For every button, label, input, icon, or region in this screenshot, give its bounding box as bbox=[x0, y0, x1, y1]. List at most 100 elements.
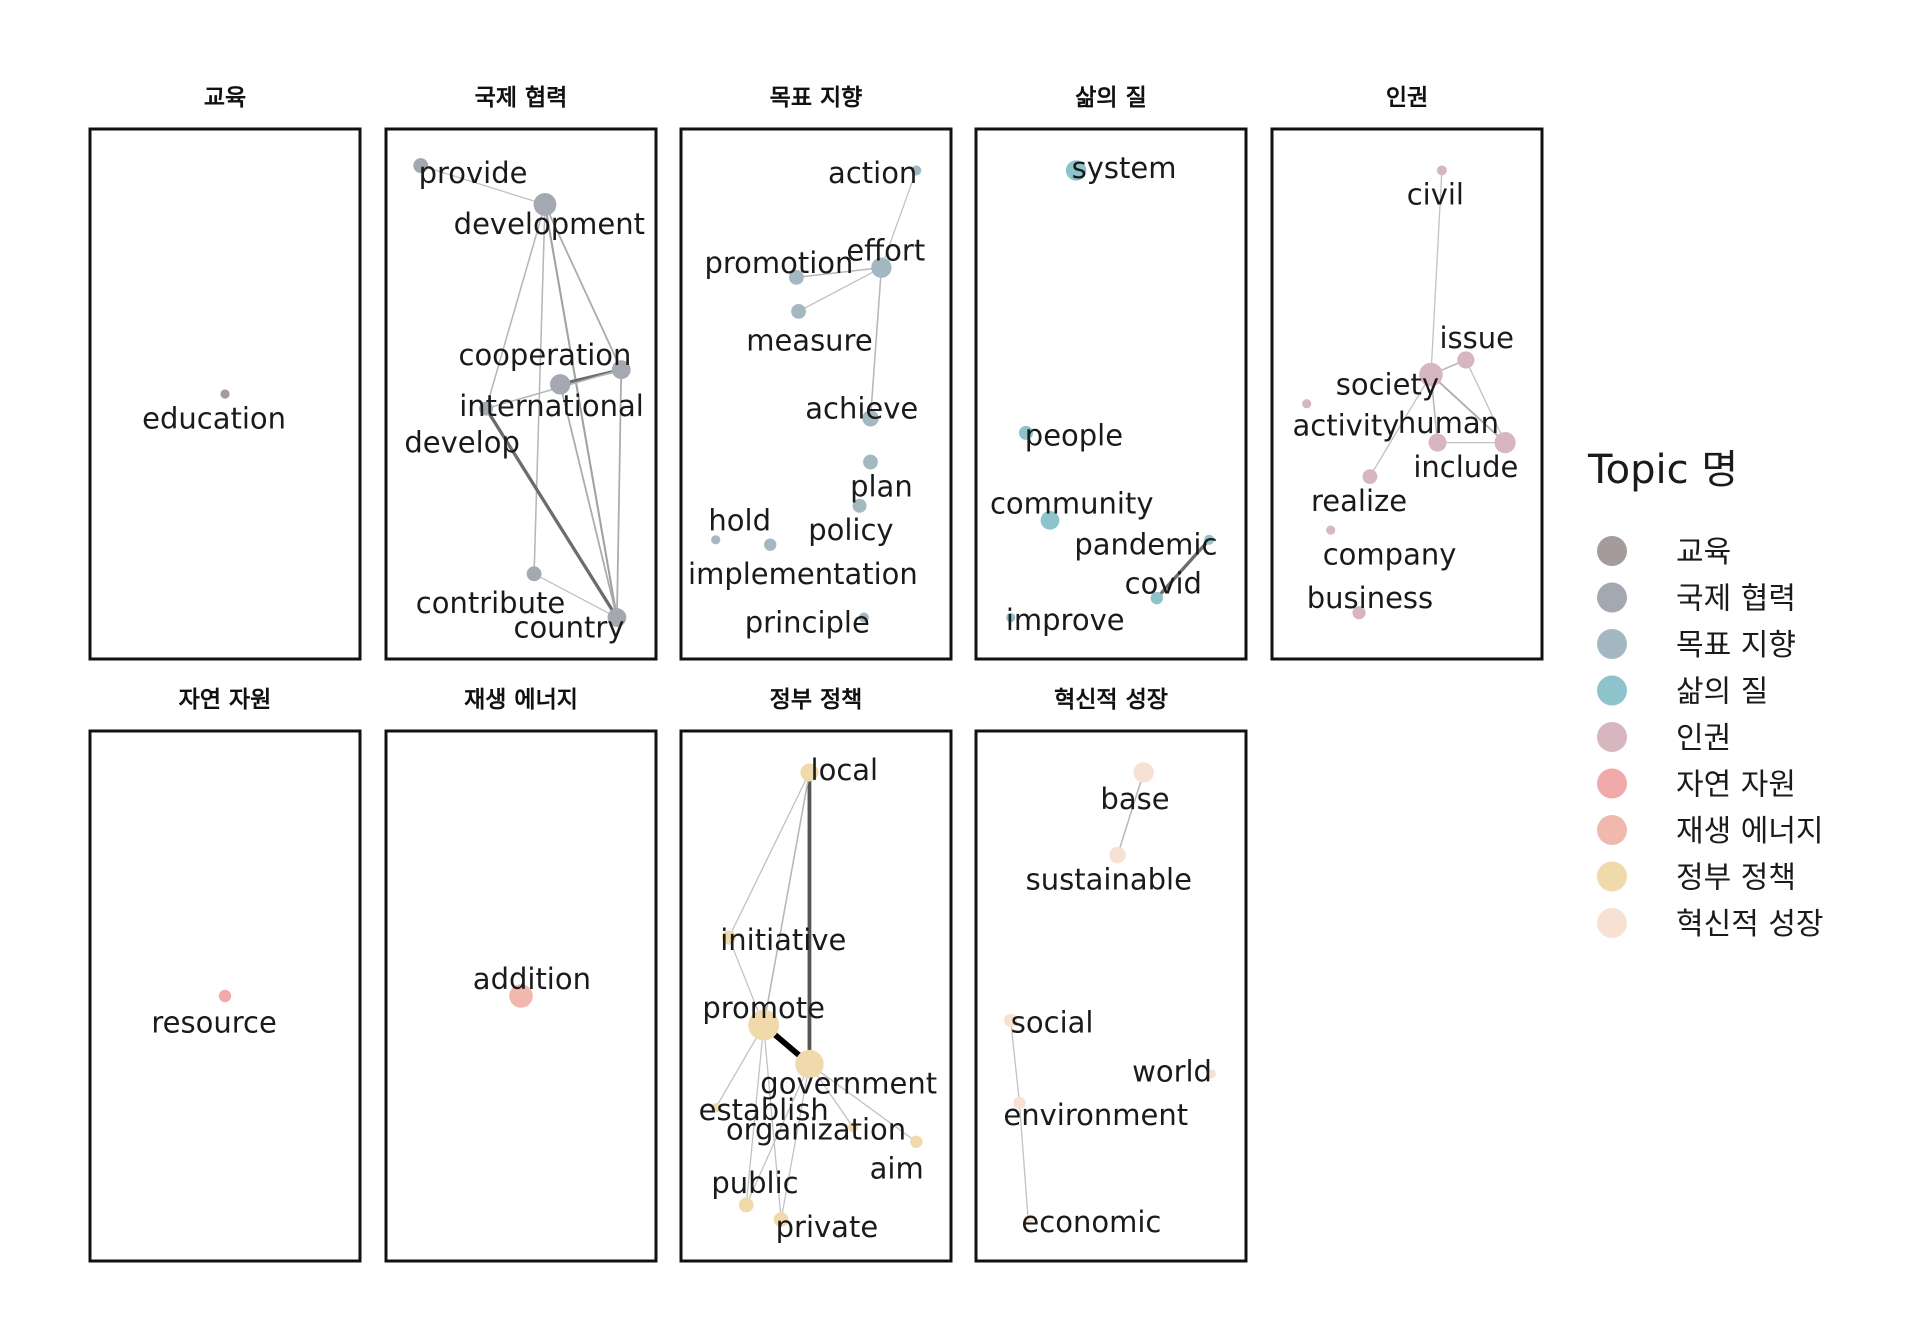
legend-label: 재생 에너지 bbox=[1676, 814, 1824, 849]
panel-4: 삶의 질 system people community pandemic covidim… bbox=[974, 85, 1248, 661]
node-label-world: world bbox=[1132, 1054, 1212, 1088]
node-private bbox=[773, 1212, 789, 1227]
node-label-public: public bbox=[711, 1166, 798, 1200]
node-company bbox=[1326, 525, 1336, 535]
node-label-sustainable: sustainable bbox=[1026, 862, 1192, 896]
edge-promote-private bbox=[763, 1025, 782, 1220]
edge-effort-promotion bbox=[796, 266, 882, 279]
legend-label: 국제 협력 bbox=[1676, 582, 1796, 617]
legend-swatch bbox=[1597, 536, 1627, 566]
node-label-environment: environment bbox=[1003, 1098, 1188, 1132]
panel-frame bbox=[384, 729, 658, 1263]
node-improve bbox=[1006, 612, 1016, 623]
node-establish bbox=[711, 1103, 721, 1113]
label-group: local initiative promote governmentestablis… bbox=[699, 753, 937, 1244]
node-economic bbox=[1023, 1214, 1033, 1225]
node-contribute bbox=[526, 566, 542, 582]
edge-development-provide bbox=[420, 164, 546, 206]
node-label-develop: develop bbox=[404, 426, 519, 460]
legend-swatch bbox=[1597, 629, 1627, 659]
node-initiative bbox=[721, 930, 736, 945]
node-group bbox=[1004, 762, 1216, 1225]
legend-swatch bbox=[1597, 861, 1627, 892]
panel-frame bbox=[974, 127, 1248, 661]
node-label-principle: principle bbox=[745, 605, 870, 639]
legend-label: 정부 정책 bbox=[1676, 861, 1796, 896]
edge-group bbox=[796, 170, 917, 419]
panel-title: 삶의 질 bbox=[1075, 85, 1147, 111]
node-label-achieve: achieve bbox=[805, 392, 918, 426]
node-group bbox=[1006, 160, 1215, 623]
legend-item: 정부 정책 bbox=[1597, 861, 1796, 896]
edge-group bbox=[1010, 772, 1145, 1220]
edge-promote-public bbox=[745, 1025, 765, 1206]
legend-swatch bbox=[1597, 768, 1627, 799]
node-label-pandemic: pandemic bbox=[1074, 528, 1217, 562]
node-government bbox=[795, 1049, 824, 1079]
edge-local-initiative bbox=[728, 772, 811, 938]
legend-label: 자연 자원 bbox=[1676, 768, 1796, 803]
node-label-people: people bbox=[1025, 418, 1123, 452]
node-civil bbox=[1436, 165, 1447, 176]
node-action bbox=[911, 165, 922, 176]
edge-pandemic-covid bbox=[1155, 538, 1211, 600]
node-promote bbox=[748, 1009, 780, 1041]
panel-frame bbox=[974, 729, 1248, 1263]
label-group: base sustainable social world environment eco… bbox=[1003, 782, 1212, 1239]
node-label-education: education bbox=[142, 401, 286, 435]
legend-item: 교육 bbox=[1597, 535, 1731, 570]
node-label-include: include bbox=[1413, 450, 1518, 484]
node-label-promotion: promotion bbox=[704, 246, 853, 280]
node-label-effort: effort bbox=[846, 234, 925, 268]
node-policy bbox=[852, 498, 867, 513]
node-effort bbox=[871, 257, 892, 278]
node-addition bbox=[509, 984, 533, 1008]
edge-effort-measure bbox=[798, 267, 882, 312]
node-label-policy: policy bbox=[808, 513, 893, 547]
edge-promote-initiative bbox=[728, 937, 765, 1026]
panel-frame bbox=[88, 729, 362, 1263]
node-group bbox=[711, 165, 922, 623]
node-principle bbox=[858, 612, 869, 623]
node-label-economic: economic bbox=[1021, 1205, 1161, 1239]
legend-item: 국제 협력 bbox=[1597, 582, 1796, 617]
node-label-improve: improve bbox=[1006, 603, 1125, 637]
panel-7: 재생 에너지 addition bbox=[384, 687, 658, 1263]
node-aim bbox=[910, 1135, 923, 1149]
label-group: education bbox=[142, 401, 286, 435]
node-organization bbox=[848, 1122, 859, 1133]
legend-swatch bbox=[1597, 675, 1627, 706]
panel-frame bbox=[679, 729, 953, 1263]
edge-government-public bbox=[745, 1063, 811, 1206]
node-label-cooperation: cooperation bbox=[459, 338, 632, 372]
label-group: resource bbox=[151, 1006, 276, 1040]
panel-title: 정부 정책 bbox=[770, 687, 863, 713]
edge-develop-country bbox=[484, 407, 619, 619]
node-label-provide: provide bbox=[419, 156, 528, 190]
node-label-private: private bbox=[776, 1210, 879, 1244]
node-sustainable bbox=[1109, 846, 1126, 864]
edge-civil-society bbox=[1430, 170, 1443, 375]
panel-title: 목표 지향 bbox=[770, 85, 863, 111]
node-measure bbox=[791, 303, 806, 319]
node-country bbox=[607, 608, 627, 627]
node-group bbox=[1302, 165, 1516, 620]
node-covid bbox=[1150, 591, 1163, 605]
panel-8: 정부 정책 local initiative promote governmentest… bbox=[679, 687, 953, 1263]
node-label-company: company bbox=[1323, 537, 1457, 571]
node-people bbox=[1018, 425, 1033, 440]
legend-swatch bbox=[1597, 815, 1627, 845]
node-label-organization: organization bbox=[726, 1113, 906, 1147]
edge-group bbox=[1155, 538, 1211, 600]
node-resource bbox=[218, 989, 232, 1003]
node-label-activity: activity bbox=[1293, 409, 1400, 443]
node-label-system: system bbox=[1072, 151, 1177, 185]
panel-frame bbox=[384, 127, 658, 661]
panel-title: 재생 에너지 bbox=[464, 687, 578, 713]
node-social bbox=[1004, 1013, 1018, 1027]
node-label-issue: issue bbox=[1440, 321, 1515, 355]
